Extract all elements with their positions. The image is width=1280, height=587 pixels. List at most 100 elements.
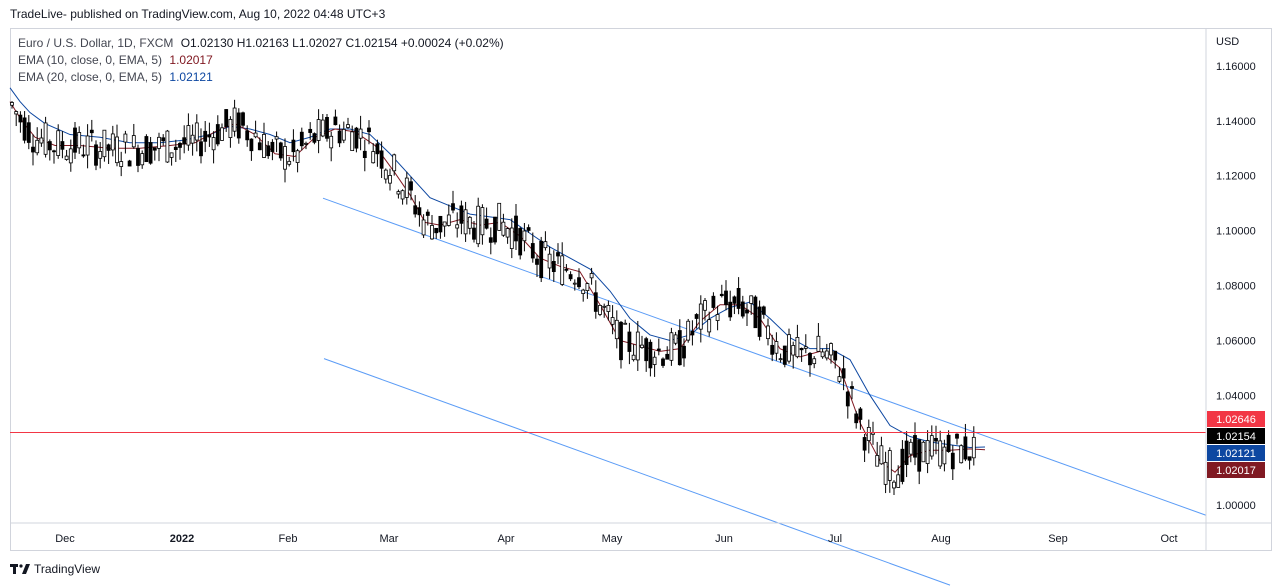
candle[interactable] <box>782 345 787 368</box>
candle[interactable] <box>929 425 934 460</box>
candle[interactable] <box>908 438 913 463</box>
candle[interactable] <box>560 242 565 287</box>
candle[interactable] <box>539 236 544 283</box>
candle[interactable] <box>94 140 98 171</box>
candle[interactable] <box>917 439 922 485</box>
candle[interactable] <box>648 339 653 377</box>
candle[interactable] <box>123 130 128 154</box>
candle[interactable] <box>173 139 178 163</box>
candle[interactable] <box>409 176 413 201</box>
candle[interactable] <box>665 346 670 360</box>
candle[interactable] <box>85 124 90 169</box>
candle[interactable] <box>652 351 657 377</box>
candle[interactable] <box>774 332 779 361</box>
candle[interactable] <box>803 334 808 354</box>
candle[interactable] <box>614 310 619 349</box>
candle[interactable] <box>236 108 241 144</box>
candle[interactable] <box>262 122 266 158</box>
candle[interactable] <box>644 336 649 372</box>
candle[interactable] <box>963 423 968 462</box>
candle[interactable] <box>312 132 317 145</box>
candle[interactable] <box>476 197 481 248</box>
candle[interactable] <box>938 430 943 469</box>
candle[interactable] <box>493 216 497 245</box>
candle[interactable] <box>812 356 817 369</box>
candle[interactable] <box>635 320 640 371</box>
candle[interactable] <box>52 149 56 164</box>
candle[interactable] <box>871 421 875 445</box>
candle[interactable] <box>186 113 191 151</box>
candle[interactable] <box>535 254 539 278</box>
candle[interactable] <box>694 313 699 329</box>
candle[interactable] <box>241 111 245 128</box>
candle[interactable] <box>35 127 40 156</box>
candle[interactable] <box>589 267 594 285</box>
candle[interactable] <box>392 153 397 176</box>
symbol-name[interactable]: Euro / U.S. Dollar, 1D, FXCM <box>18 36 174 50</box>
candle[interactable] <box>81 144 86 158</box>
candle[interactable] <box>669 327 674 366</box>
candle[interactable] <box>39 128 44 147</box>
candle[interactable] <box>148 136 153 165</box>
candle[interactable] <box>459 200 464 235</box>
candle[interactable] <box>43 116 48 158</box>
candle[interactable] <box>866 419 871 454</box>
candle[interactable] <box>896 465 901 488</box>
candle[interactable] <box>677 319 682 366</box>
candle[interactable] <box>480 204 485 245</box>
candle[interactable] <box>568 271 573 282</box>
candle[interactable] <box>270 139 275 161</box>
candle[interactable] <box>547 246 552 280</box>
ema20-line[interactable] <box>9 87 986 449</box>
candle[interactable] <box>64 149 69 161</box>
candle[interactable] <box>556 243 560 265</box>
candle[interactable] <box>505 227 510 244</box>
candle[interactable] <box>551 250 556 282</box>
candle[interactable] <box>715 305 720 331</box>
candle[interactable] <box>115 124 119 167</box>
candle[interactable] <box>518 226 523 260</box>
candle[interactable] <box>329 131 334 162</box>
candle[interactable] <box>346 117 350 129</box>
candle[interactable] <box>207 122 212 147</box>
candle[interactable] <box>472 220 476 243</box>
candle[interactable] <box>955 433 959 445</box>
candle[interactable] <box>598 304 602 317</box>
candle[interactable] <box>501 213 506 237</box>
candle[interactable] <box>379 141 384 178</box>
candle[interactable] <box>26 115 31 150</box>
candle[interactable] <box>102 129 107 162</box>
candle[interactable] <box>224 109 229 132</box>
candle[interactable] <box>900 440 905 485</box>
candle[interactable] <box>514 203 518 251</box>
candle[interactable] <box>430 215 434 240</box>
candle[interactable] <box>934 425 938 455</box>
candle[interactable] <box>10 100 14 109</box>
ema10-label[interactable]: EMA (10, close, 0, EMA, 5) <box>18 53 163 67</box>
candle[interactable] <box>337 124 342 148</box>
candle[interactable] <box>858 407 863 430</box>
candle[interactable] <box>745 303 749 326</box>
candle[interactable] <box>131 123 136 149</box>
candle[interactable] <box>266 141 271 159</box>
candle[interactable] <box>522 222 527 252</box>
candle[interactable] <box>152 147 157 161</box>
candle[interactable] <box>673 331 678 346</box>
candle[interactable] <box>127 159 132 167</box>
candle[interactable] <box>73 121 77 160</box>
channel-upper-line[interactable] <box>322 197 1207 516</box>
candle[interactable] <box>606 300 611 321</box>
candle[interactable] <box>333 109 338 126</box>
candle[interactable] <box>623 319 628 325</box>
candle[interactable] <box>161 134 166 146</box>
candle[interactable] <box>438 215 443 239</box>
candle[interactable] <box>850 381 854 400</box>
candle[interactable] <box>68 139 73 172</box>
candle[interactable] <box>946 430 951 453</box>
candle[interactable] <box>581 288 586 302</box>
candle[interactable] <box>14 110 19 127</box>
candle[interactable] <box>564 264 569 273</box>
candle[interactable] <box>404 171 409 205</box>
candle[interactable] <box>60 131 65 159</box>
candle[interactable] <box>682 338 686 367</box>
